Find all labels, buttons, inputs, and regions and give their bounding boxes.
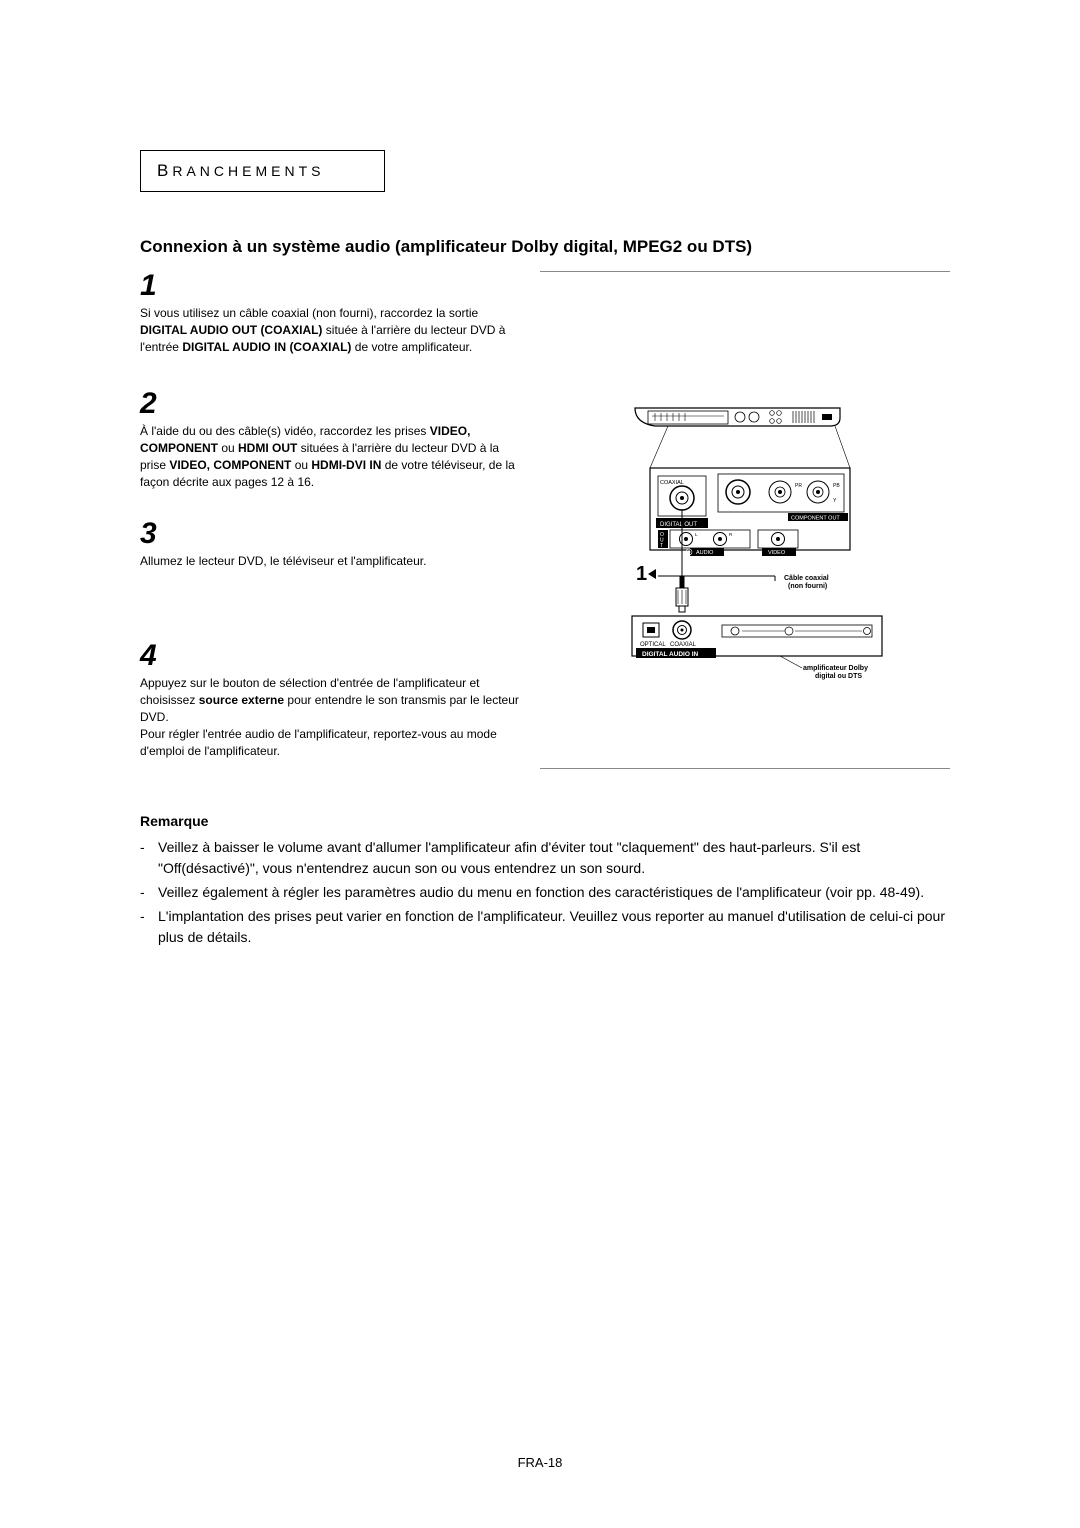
label-optical: OPTICAL — [640, 642, 666, 648]
label-video: VIDEO — [768, 550, 786, 556]
page-number: FRA-18 — [0, 1455, 1080, 1470]
remark-item: - L'implantation des prises peut varier … — [140, 906, 950, 947]
label-digital-out: DIGITAL OUT — [660, 522, 697, 528]
amp-label: amplificateur Dolby digital ou DTS — [780, 656, 868, 680]
callout-number: 1 — [636, 563, 647, 585]
step-1: 1 Si vous utilisez un câble coaxial (non… — [140, 271, 520, 355]
diagram-top-rule — [540, 271, 950, 272]
svg-text:Câble coaxial: Câble coaxial — [784, 575, 829, 582]
dvd-player-back — [635, 408, 840, 426]
step-body: Allumez le lecteur DVD, le téléviseur et… — [140, 553, 520, 570]
step-body: Appuyez sur le bouton de sélection d'ent… — [140, 675, 520, 759]
diagram-bottom-rule — [540, 768, 950, 769]
section-tab-first-letter: B — [157, 161, 172, 180]
svg-text:T: T — [660, 543, 663, 549]
cable-label: Câble coaxial (non fourni) — [784, 575, 829, 590]
label-coaxial: COAXIAL — [660, 480, 684, 486]
amplifier-back: OPTICAL COAXIAL DIGITAL AUDIO IN — [632, 616, 882, 658]
step-body: Si vous utilisez un câble coaxial (non f… — [140, 305, 520, 355]
remark-text: Veillez à baisser le volume avant d'allu… — [158, 837, 950, 878]
connection-diagram: COAXIAL DIGITAL OUT — [540, 278, 930, 768]
svg-text:digital ou DTS: digital ou DTS — [815, 673, 862, 680]
svg-text:amplificateur Dolby: amplificateur Dolby — [803, 665, 868, 672]
page-title: Connexion à un système audio (amplificat… — [140, 237, 950, 257]
step-3: 3 Allumez le lecteur DVD, le téléviseur … — [140, 519, 520, 570]
label-amp-coaxial: COAXIAL — [670, 642, 697, 648]
step-number: 4 — [140, 641, 520, 671]
label-pb: PB — [833, 483, 840, 489]
diagram-column: COAXIAL DIGITAL OUT — [540, 271, 950, 787]
remark-title: Remarque — [140, 813, 950, 829]
step-4: 4 Appuyez sur le bouton de sélection d'e… — [140, 641, 520, 759]
label-pr: PR — [795, 483, 802, 489]
remark-text: Veillez également à régler les paramètre… — [158, 882, 950, 902]
section-tab-rest: RANCHEMENTS — [172, 163, 324, 179]
svg-text:(non fourni): (non fourni) — [788, 583, 827, 590]
label-audio: AUDIO — [696, 550, 714, 556]
step-number: 2 — [140, 389, 520, 419]
label-digital-audio-in: DIGITAL AUDIO IN — [642, 651, 699, 658]
label-component-out: COMPONENT OUT — [791, 516, 840, 522]
remark-block: Remarque - Veillez à baisser le volume a… — [140, 813, 950, 946]
step-body: À l'aide du ou des câble(s) vidéo, racco… — [140, 423, 520, 490]
coax-cable — [676, 576, 688, 612]
dvd-jack-detail: COAXIAL DIGITAL OUT — [650, 426, 850, 556]
step-number: 3 — [140, 519, 520, 549]
remark-text: L'implantation des prises peut varier en… — [158, 906, 950, 947]
step-2: 2 À l'aide du ou des câble(s) vidéo, rac… — [140, 389, 520, 490]
remark-item: - Veillez à baisser le volume avant d'al… — [140, 837, 950, 878]
steps-column: 1 Si vous utilisez un câble coaxial (non… — [140, 271, 520, 787]
remark-item: - Veillez également à régler les paramèt… — [140, 882, 950, 902]
step-number: 1 — [140, 271, 520, 301]
remark-list: - Veillez à baisser le volume avant d'al… — [140, 837, 950, 946]
section-tab: BRANCHEMENTS — [140, 150, 385, 192]
